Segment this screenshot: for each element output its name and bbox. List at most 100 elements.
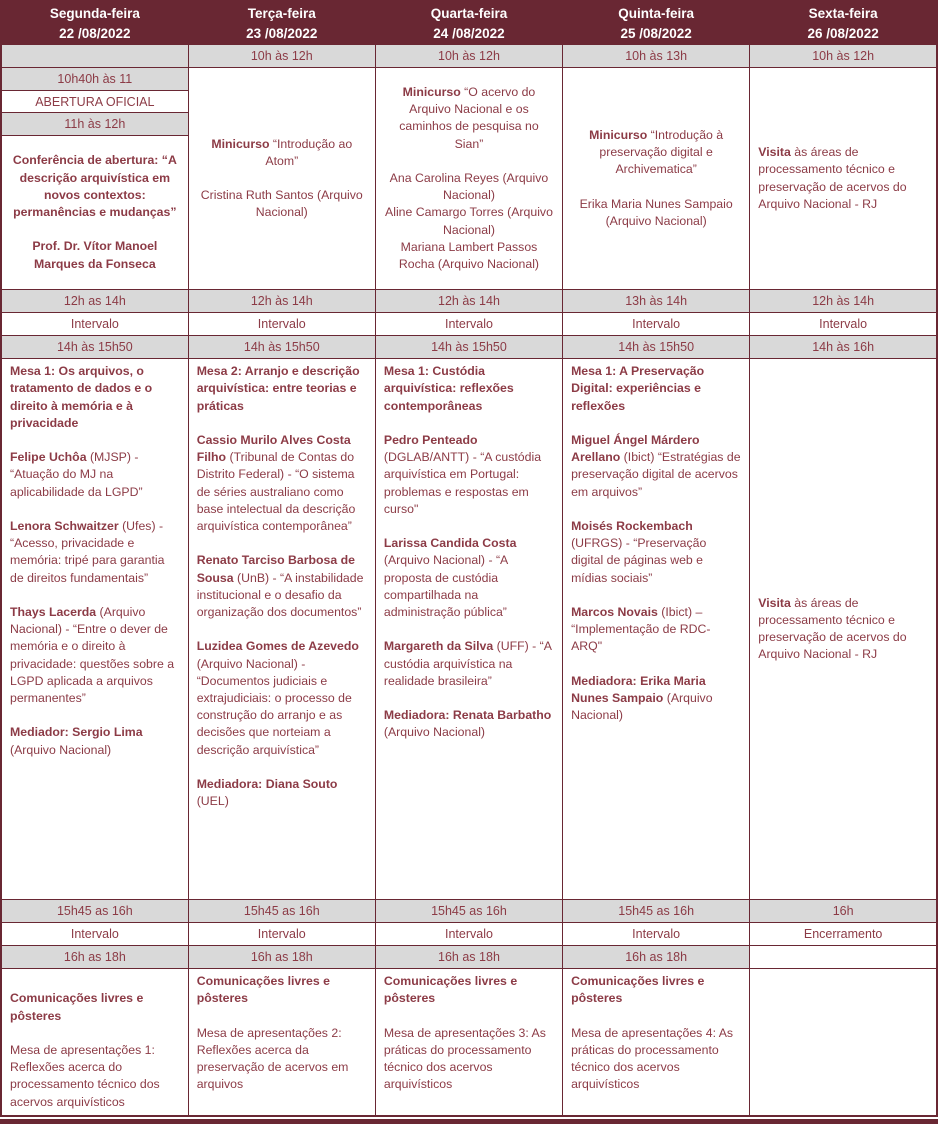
intervalo-cell: Intervalo bbox=[187, 922, 376, 947]
text-paragraph: Quarta-feira bbox=[382, 4, 556, 24]
bold-text-run: Cassio Murilo Alves Costa Filho bbox=[196, 432, 351, 465]
bold-text-run: Prof. Dr. Vítor Manoel Marques da Fonsec… bbox=[32, 239, 158, 271]
text-run: (DGLAB/ANTT) - “A custódia arquivística … bbox=[383, 450, 542, 516]
encerramento-cell: Encerramento bbox=[749, 922, 938, 947]
text-paragraph: 11h às 12h bbox=[8, 116, 182, 132]
bold-text-run: Moisés Rockembach bbox=[571, 518, 693, 533]
bold-text-run: Minicurso bbox=[211, 136, 273, 151]
text-run: “Introdução à preservação digital e Arch… bbox=[599, 128, 724, 177]
text-paragraph: Larissa Candida Costa (Arquivo Nacional)… bbox=[384, 535, 554, 621]
bold-text-run: Mesa 1: Custódia arquivística: reflexões… bbox=[383, 364, 514, 413]
text-run: 10h às 12h bbox=[250, 49, 313, 63]
bold-text-run: Marcos Novais bbox=[571, 604, 658, 619]
text-run: 15h45 as 16h bbox=[243, 904, 320, 918]
text-paragraph: Aline Camargo Torres (Arquivo Nacional) bbox=[384, 204, 554, 238]
text-paragraph: Comunicações livres e pôsteres bbox=[571, 973, 741, 1007]
session-mesa1-quarta: Mesa 1: Custódia arquivística: reflexões… bbox=[374, 358, 564, 901]
text-paragraph: Mesa 2: Arranjo e descrição arquivística… bbox=[197, 363, 367, 415]
text-run: 16h bbox=[832, 904, 854, 918]
text-run: 14h às 15h50 bbox=[56, 340, 133, 354]
bold-text-run: Segunda-feira bbox=[49, 6, 140, 21]
time-cell: 16h bbox=[749, 899, 938, 924]
time-cell: 14h às 16h bbox=[749, 335, 938, 360]
text-run: Mesa de apresentações 2: Reflexões acerc… bbox=[196, 1025, 349, 1092]
blank-line bbox=[197, 170, 367, 187]
day-header-quarta: Quarta-feira 24 /08/2022 bbox=[374, 0, 564, 46]
text-paragraph: Ana Carolina Reyes (Arquivo Nacional) bbox=[384, 170, 554, 204]
bold-text-run: Larissa Candida Costa bbox=[383, 536, 517, 551]
blank-line bbox=[10, 973, 180, 990]
blank-line bbox=[10, 587, 180, 604]
empty-cell bbox=[749, 968, 938, 1117]
intervalo-cell: Intervalo bbox=[562, 312, 751, 337]
day-header-terca: Terça-feira 23 /08/2022 bbox=[187, 0, 376, 46]
time-cell: 13h às 14h bbox=[562, 289, 751, 314]
bold-text-run: Mediadora: Diana Souto bbox=[196, 777, 338, 791]
intervalo-cell: Intervalo bbox=[749, 312, 938, 337]
text-run: às áreas de processamento técnico e pres… bbox=[758, 595, 907, 662]
text-run: 12h às 14h bbox=[250, 294, 313, 308]
text-paragraph: Comunicações livres e pôsteres bbox=[197, 973, 367, 1007]
text-paragraph: 16h bbox=[756, 903, 930, 919]
text-paragraph: 16h as 18h bbox=[8, 949, 182, 965]
table-row: 10h40h às 11 Minicurso “Introdução ao Ato… bbox=[0, 67, 938, 291]
text-paragraph: Luzidea Gomes de Azevedo (Arquivo Nacion… bbox=[197, 638, 367, 758]
text-run: Intervalo bbox=[444, 927, 493, 941]
time-cell: 10h às 12h bbox=[374, 44, 564, 69]
text-paragraph: Visita às áreas de processamento técnico… bbox=[758, 595, 928, 664]
text-run: 16h as 18h bbox=[438, 950, 500, 964]
blank-line bbox=[571, 179, 741, 196]
time-cell: 12h as 14h bbox=[0, 289, 189, 314]
time-cell: 14h às 15h50 bbox=[187, 335, 376, 360]
text-paragraph: Mesa de apresentações 1: Reflexões acerc… bbox=[10, 1042, 180, 1111]
text-run: Intervalo bbox=[257, 927, 306, 941]
bold-text-run: Mediadora: Erika Maria Nunes Sampaio bbox=[571, 673, 706, 705]
bold-text-run: Pedro Penteado bbox=[383, 432, 478, 447]
table-row: 16h as 18h 16h as 18h 16h as 18h 16h as 18h bbox=[0, 945, 938, 970]
blank-line bbox=[384, 153, 554, 170]
bold-text-run: 26 /08/2022 bbox=[807, 25, 879, 41]
table-row: Mesa 1: Os arquivos, o tratamento de dad… bbox=[0, 358, 938, 901]
text-run: 16h as 18h bbox=[63, 950, 126, 964]
intervalo-cell: Intervalo bbox=[0, 312, 189, 337]
text-paragraph: 10h às 12h bbox=[195, 48, 369, 64]
text-run: ABERTURA OFICIAL bbox=[35, 94, 155, 109]
text-run: (Arquivo Nacional) - “Entre o dever de m… bbox=[10, 604, 175, 705]
text-paragraph: 13h às 14h bbox=[569, 293, 743, 309]
text-run: Intervalo bbox=[70, 317, 119, 331]
blank-line bbox=[384, 415, 554, 432]
blank-line bbox=[197, 621, 367, 638]
text-run: (Arquivo Nacional) bbox=[571, 690, 713, 723]
text-paragraph: 16h as 18h bbox=[382, 949, 556, 965]
text-paragraph: 15h45 as 16h bbox=[195, 903, 369, 919]
text-paragraph: Marcos Novais (Ibict) – “Implementação d… bbox=[571, 604, 741, 656]
session-comunicacoes-terca: Comunicações livres e pôsteres Mesa de a… bbox=[187, 968, 376, 1117]
text-run: “O acervo do Arquivo Nacional e os camin… bbox=[399, 85, 539, 151]
text-paragraph: Miguel Ángel Márdero Arellano (Ibict) “E… bbox=[571, 432, 741, 501]
text-run: Intervalo bbox=[444, 317, 493, 331]
text-run: (Arquivo Nacional) bbox=[10, 742, 112, 757]
text-paragraph: 26 /08/2022 bbox=[756, 24, 930, 44]
text-paragraph: Minicurso “Introdução ao Atom” bbox=[197, 136, 367, 170]
text-paragraph: 15h45 as 16h bbox=[8, 903, 182, 919]
text-run: 11h às 12h bbox=[64, 117, 126, 131]
time-cell: 15h45 as 16h bbox=[0, 899, 189, 924]
text-run: 12h às 14h bbox=[438, 294, 500, 308]
time-cell-empty bbox=[0, 44, 189, 69]
bold-text-run: Visita bbox=[758, 145, 795, 160]
text-paragraph: 22 /08/2022 bbox=[8, 24, 182, 44]
bold-text-run: Comunicações livres e pôsteres bbox=[196, 974, 330, 1006]
text-paragraph: Moisés Rockembach (UFRGS) - “Preservação… bbox=[571, 518, 741, 587]
bold-text-run: Sexta-feira bbox=[808, 6, 878, 21]
text-run: 16h as 18h bbox=[625, 950, 688, 964]
text-paragraph: Sexta-feira bbox=[756, 4, 930, 24]
text-run: (Ibict) – “Implementação de RDC-ARQ" bbox=[571, 604, 711, 654]
text-paragraph: Mesa de apresentações 4: As práticas do … bbox=[571, 1025, 741, 1094]
text-paragraph: Mediador: Sergio Lima (Arquivo Nacional) bbox=[10, 724, 180, 758]
text-paragraph: 25 /08/2022 bbox=[569, 24, 743, 44]
blank-line bbox=[571, 656, 741, 673]
text-paragraph: Mesa de apresentações 3: As práticas do … bbox=[384, 1025, 554, 1094]
session-mesa2-terca: Mesa 2: Arranjo e descrição arquivística… bbox=[187, 358, 376, 901]
